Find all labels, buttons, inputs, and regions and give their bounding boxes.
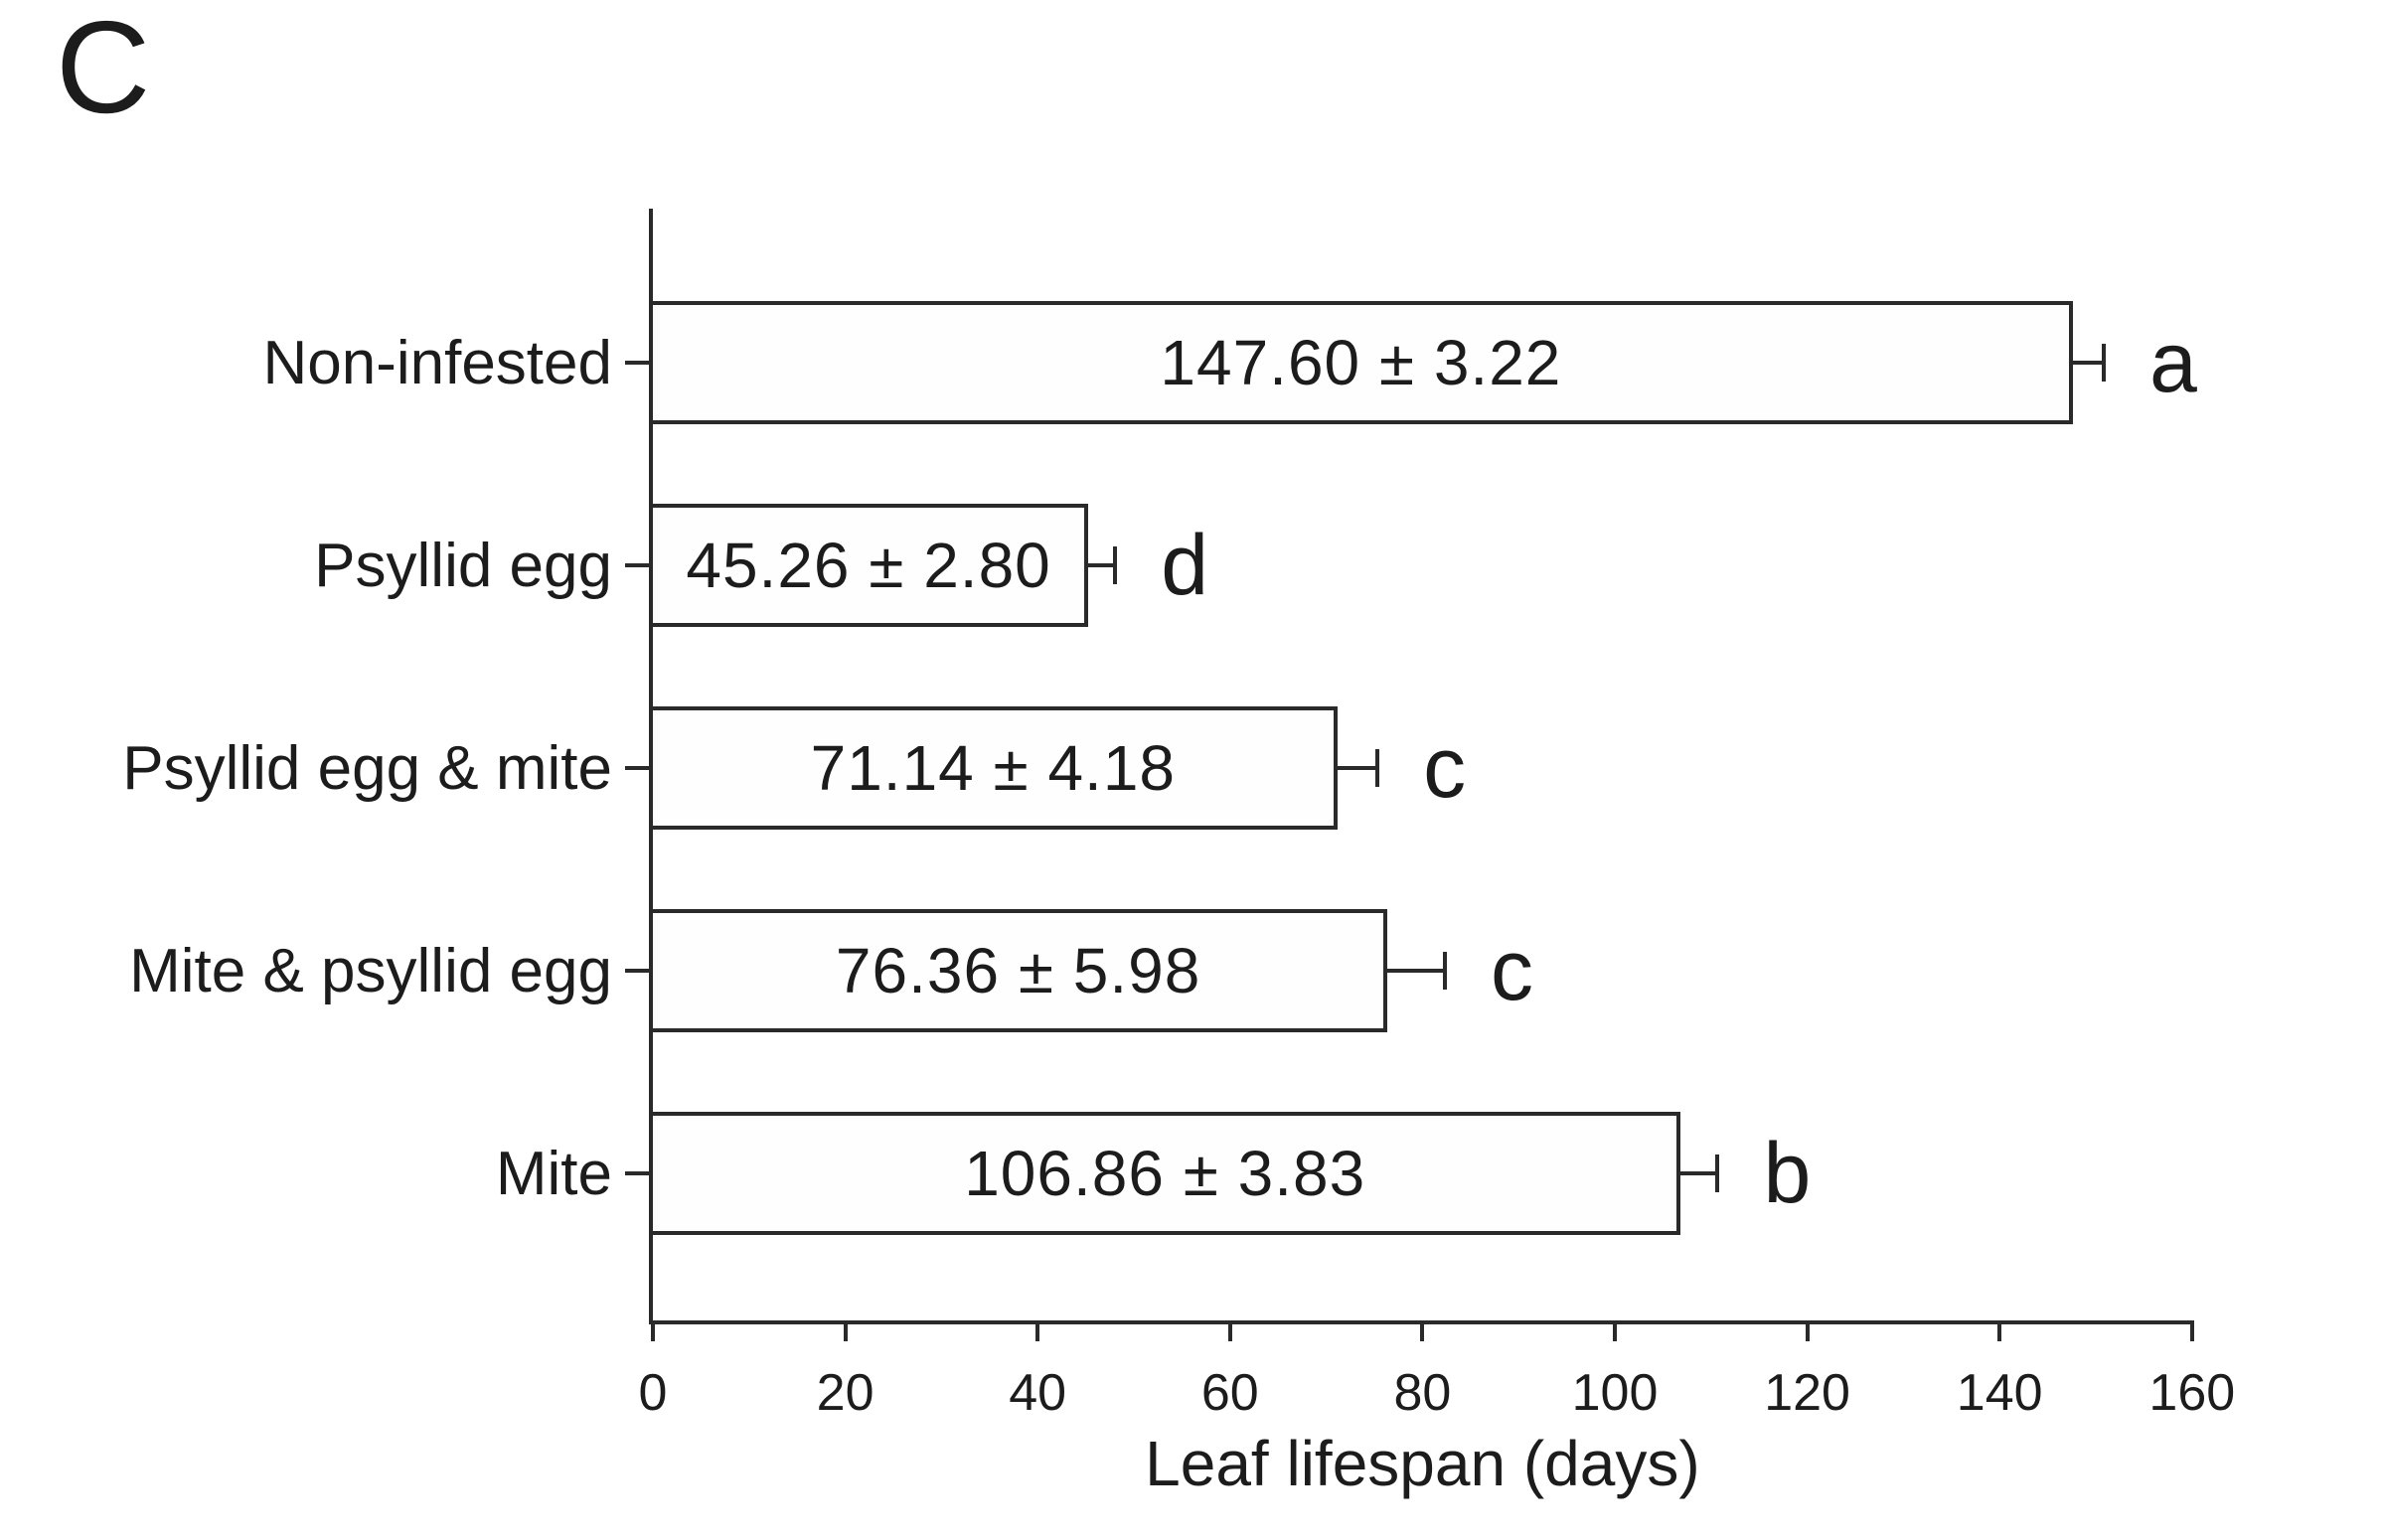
x-axis-tick (1420, 1324, 1425, 1341)
error-bar-line (1383, 969, 1446, 973)
significance-letter: d (1161, 517, 1209, 613)
category-label: Mite (495, 1139, 612, 1208)
significance-letter: b (1763, 1125, 1812, 1221)
bar: 45.26 ± 2.80 (649, 504, 1089, 627)
x-axis-tick-label: 80 (1393, 1364, 1452, 1422)
error-bar-cap (1715, 1155, 1720, 1192)
error-bar-line (1084, 563, 1116, 567)
category-tick (625, 1171, 649, 1175)
x-axis-tick-label: 0 (638, 1364, 668, 1422)
category-label: Non-infested (262, 328, 612, 397)
error-bar-line (1676, 1171, 1718, 1175)
category-label: Psyllid egg (314, 531, 612, 600)
x-axis-tick-label: 160 (2148, 1364, 2236, 1422)
significance-letter: c (1423, 719, 1467, 816)
error-bar-cap (1375, 749, 1380, 787)
bar: 147.60 ± 3.22 (649, 301, 2073, 424)
error-bar-cap (2101, 344, 2106, 382)
category-tick (625, 563, 649, 567)
x-axis-tick-label: 140 (1956, 1364, 2043, 1422)
x-axis-tick-label: 40 (1009, 1364, 1067, 1422)
error-bar-line (2068, 361, 2104, 365)
x-axis-tick-label: 100 (1571, 1364, 1659, 1422)
x-axis-tick (843, 1324, 848, 1341)
bar: 106.86 ± 3.83 (649, 1112, 1681, 1235)
x-axis-tick (1805, 1324, 1810, 1341)
category-tick (625, 766, 649, 770)
x-axis-title: Leaf lifespan (days) (1145, 1428, 1700, 1499)
value-label: 147.60 ± 3.22 (1160, 327, 1562, 398)
category-tick (625, 361, 649, 365)
x-axis-tick-label: 120 (1764, 1364, 1850, 1422)
significance-letter: a (2148, 314, 2197, 410)
x-axis-tick (1613, 1324, 1617, 1341)
value-label: 45.26 ± 2.80 (686, 530, 1051, 601)
x-axis-tick-label: 20 (816, 1364, 874, 1422)
x-axis-tick (1997, 1324, 2002, 1341)
category-label: Mite & psyllid egg (129, 936, 612, 1005)
category-tick (625, 969, 649, 973)
x-axis-tick (651, 1324, 655, 1341)
category-label: Psyllid egg & mite (122, 733, 612, 803)
value-label: 71.14 ± 4.18 (810, 732, 1177, 804)
error-bar-line (1333, 766, 1378, 770)
value-label: 106.86 ± 3.83 (964, 1138, 1366, 1209)
bar: 71.14 ± 4.18 (649, 706, 1338, 830)
x-axis-tick-label: 60 (1200, 1364, 1259, 1422)
panel-label: C (56, 0, 151, 140)
error-bar-cap (1443, 952, 1448, 990)
x-axis-tick (1035, 1324, 1040, 1341)
bar: 76.36 ± 5.98 (649, 909, 1388, 1032)
error-bar-cap (1113, 546, 1118, 584)
x-axis-line (649, 1320, 2194, 1324)
value-label: 76.36 ± 5.98 (835, 935, 1201, 1006)
x-axis-tick (1227, 1324, 1232, 1341)
significance-letter: c (1491, 922, 1534, 1018)
x-axis-tick (2189, 1324, 2194, 1341)
